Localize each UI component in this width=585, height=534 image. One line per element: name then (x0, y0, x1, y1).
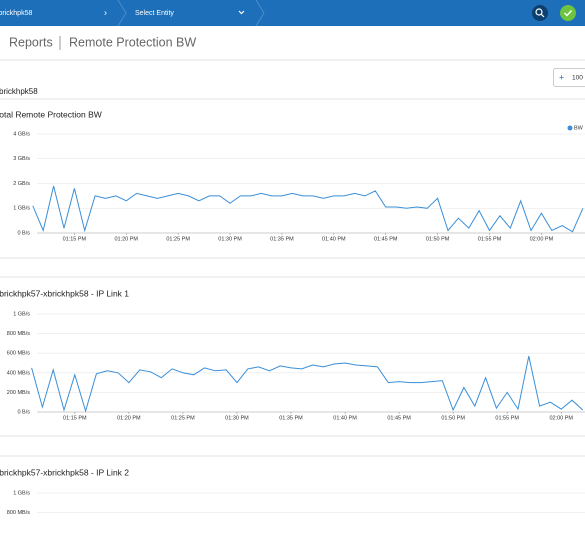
search-icon (535, 8, 543, 16)
x-tick-label: 01:25 PM (166, 236, 190, 242)
system-name[interactable]: xbrickhpk58 (0, 10, 32, 17)
series-line (31, 355, 584, 413)
group-title: xbrickhpk58 (0, 87, 38, 96)
legend-marker (567, 125, 573, 131)
x-tick-label: 01:20 PM (114, 236, 138, 242)
chart-title: Total Remote Protection BW (0, 109, 102, 119)
y-tick-label: 1 GB/s (13, 311, 30, 317)
search-icon (540, 13, 545, 18)
x-tick-label: 01:50 PM (441, 415, 465, 421)
y-tick-label: 200 MB/s (7, 390, 30, 396)
x-tick-label: 01:15 PM (63, 415, 87, 421)
x-tick-label: 01:30 PM (218, 236, 242, 242)
y-tick-label: 1 GB/s (13, 206, 30, 212)
divider (117, 0, 127, 27)
chevron: › (104, 7, 107, 17)
status-ok[interactable] (560, 5, 576, 21)
range-button[interactable] (553, 68, 585, 87)
y-tick-label: 600 MB/s (7, 351, 30, 357)
y-tick-label: 800 MB/s (7, 510, 30, 516)
range-label[interactable]: 100 (572, 75, 583, 82)
chart-title: xbrickhpk57-xbrickhpk58 - IP Link 2 (0, 467, 129, 477)
search-button[interactable] (532, 5, 548, 21)
y-tick-label: 4 GB/s (13, 131, 30, 137)
series-line (32, 185, 584, 233)
y-tick-label: 1 GB/s (13, 490, 30, 496)
y-tick-label: 3 GB/s (13, 156, 30, 162)
divider (255, 0, 265, 27)
x-tick-label: 01:40 PM (333, 415, 357, 421)
check-icon (564, 10, 573, 17)
y-tick-label: 400 MB/s (7, 370, 30, 376)
breadcrumb-section[interactable]: Reports (9, 35, 53, 49)
dropdown-icon[interactable] (238, 10, 245, 15)
x-tick-label: 02:00 PM (530, 236, 554, 242)
x-tick-label: 01:45 PM (387, 415, 411, 421)
plus-icon: + (559, 72, 564, 82)
x-tick-label: 01:35 PM (270, 236, 294, 242)
x-tick-label: 01:55 PM (495, 415, 519, 421)
x-tick-label: 01:55 PM (478, 236, 502, 242)
y-tick-label: 0 B/s (17, 409, 30, 415)
y-tick-label: 0 B/s (17, 230, 30, 236)
legend-label: BW (574, 125, 584, 131)
x-tick-label: 01:35 PM (279, 415, 303, 421)
x-tick-label: 02:00 PM (549, 415, 573, 421)
x-tick-label: 01:20 PM (117, 415, 141, 421)
x-tick-label: 01:25 PM (171, 415, 195, 421)
y-tick-label: 800 MB/s (7, 331, 30, 337)
breadcrumb-page: Remote Protection BW (69, 35, 196, 49)
x-tick-label: 01:50 PM (426, 236, 450, 242)
entity-select[interactable]: Select Entity (135, 10, 174, 17)
x-tick-label: 01:30 PM (225, 415, 249, 421)
top-bar (0, 0, 585, 26)
chart-title: xbrickhpk57-xbrickhpk58 - IP Link 1 (0, 288, 129, 298)
x-tick-label: 01:45 PM (374, 236, 398, 242)
x-tick-label: 01:40 PM (322, 236, 346, 242)
y-tick-label: 2 GB/s (13, 181, 30, 187)
x-tick-label: 01:15 PM (63, 236, 87, 242)
